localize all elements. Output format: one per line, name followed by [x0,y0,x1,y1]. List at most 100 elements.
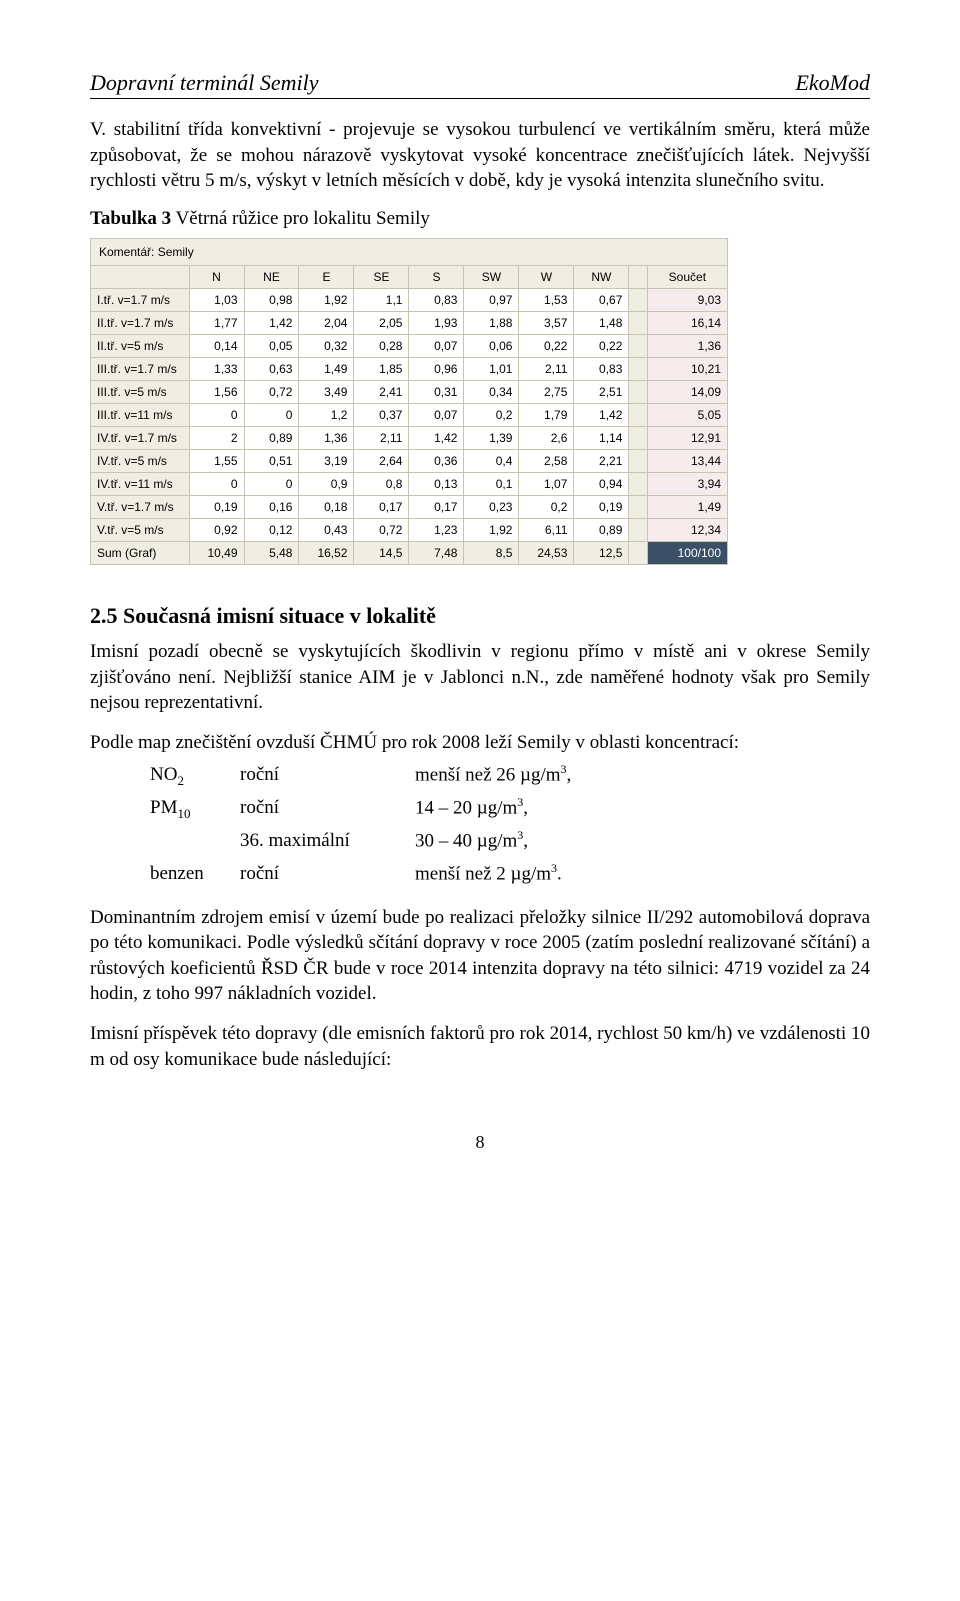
concentration-row: benzenročnímenší než 2 µg/m3. [90,858,870,891]
cell: 2,41 [354,380,409,403]
page-number: 8 [90,1132,870,1153]
comment-label: Komentář: [99,245,154,259]
cell: 0,17 [354,495,409,518]
cell: 2,04 [299,311,354,334]
cell: 0,14 [189,334,244,357]
sum-cell: 5,48 [244,541,299,564]
table-sum-row: Sum (Graf)10,495,4816,5214,57,488,524,53… [91,541,728,564]
cell: 3,57 [519,311,574,334]
cell: 0,72 [244,380,299,403]
cell: 2,21 [574,449,629,472]
row-label: IV.tř. v=1.7 m/s [91,426,190,449]
dir-NW: NW [574,265,629,288]
cell: 0,16 [244,495,299,518]
concentration-row: 36. maximální30 – 40 µg/m3, [90,825,870,858]
cell: 0,19 [189,495,244,518]
table-row: IV.tř. v=11 m/s000,90,80,130,11,070,943,… [91,472,728,495]
cell: 0,51 [244,449,299,472]
cell: 0,96 [409,357,464,380]
grand-total: 100/100 [647,541,727,564]
cell: 0,22 [574,334,629,357]
row-sum: 1,36 [647,334,727,357]
spacer-cell [629,472,647,495]
cell: 1,03 [189,288,244,311]
cell: 1,14 [574,426,629,449]
cell: 6,11 [519,518,574,541]
header-left: Dopravní terminál Semily [90,70,319,96]
cell: 1,33 [189,357,244,380]
row-sum: 13,44 [647,449,727,472]
cell: 0,4 [464,449,519,472]
pollutant [90,825,240,858]
cell: 1,55 [189,449,244,472]
value: 30 – 40 µg/m3, [415,825,870,858]
row-sum: 12,34 [647,518,727,541]
table-row: III.tř. v=11 m/s001,20,370,070,21,791,42… [91,403,728,426]
cell: 0,1 [464,472,519,495]
cell: 0,98 [244,288,299,311]
cell: 0,9 [299,472,354,495]
table-row: III.tř. v=1.7 m/s1,330,631,491,850,961,0… [91,357,728,380]
cell: 1,42 [574,403,629,426]
cell: 2,6 [519,426,574,449]
spacer-cell [629,357,647,380]
header-spacer [629,265,647,288]
period: roční [240,858,415,891]
value: menší než 26 µg/m3, [415,759,870,792]
cell: 0,37 [354,403,409,426]
row-sum: 16,14 [647,311,727,334]
cell: 1,56 [189,380,244,403]
value: menší než 2 µg/m3. [415,858,870,891]
row-label: III.tř. v=11 m/s [91,403,190,426]
cell: 0,31 [409,380,464,403]
table-row: V.tř. v=5 m/s0,920,120,430,721,231,926,1… [91,518,728,541]
cell: 0,07 [409,334,464,357]
cell: 0,8 [354,472,409,495]
cell: 0,17 [409,495,464,518]
cell: 0 [189,403,244,426]
spacer-cell [629,288,647,311]
table-row: I.tř. v=1.7 m/s1,030,981,921,10,830,971,… [91,288,728,311]
cell: 0 [189,472,244,495]
running-header: Dopravní terminál Semily EkoMod [90,70,870,96]
cell: 1,79 [519,403,574,426]
cell: 0,12 [244,518,299,541]
paragraph-4: Dominantním zdrojem emisí v území bude p… [90,905,870,1008]
row-label: III.tř. v=1.7 m/s [91,357,190,380]
cell: 1,53 [519,288,574,311]
cell: 0,2 [464,403,519,426]
cell: 1,39 [464,426,519,449]
cell: 2,64 [354,449,409,472]
spacer-cell [629,334,647,357]
pollutant: benzen [90,858,240,891]
row-label: V.tř. v=5 m/s [91,518,190,541]
pollutant: PM10 [90,792,240,825]
cell: 0,34 [464,380,519,403]
spacer-cell [629,495,647,518]
cell: 0,83 [409,288,464,311]
cell: 1,93 [409,311,464,334]
row-label: IV.tř. v=5 m/s [91,449,190,472]
cell: 1,49 [299,357,354,380]
sum-cell: 24,53 [519,541,574,564]
cell: 3,49 [299,380,354,403]
spacer-cell [629,380,647,403]
dir-NE: NE [244,265,299,288]
cell: 0,94 [574,472,629,495]
page: Dopravní terminál Semily EkoMod V. stabi… [0,0,960,1193]
dir-E: E [299,265,354,288]
period: 36. maximální [240,825,415,858]
concentration-list: NO2ročnímenší než 26 µg/m3,PM10roční14 –… [90,759,870,890]
cell: 2,11 [354,426,409,449]
cell: 0,89 [244,426,299,449]
row-sum: 10,21 [647,357,727,380]
cell: 0,32 [299,334,354,357]
cell: 1,48 [574,311,629,334]
paragraph-2: Imisní pozadí obecně se vyskytujících šk… [90,639,870,716]
cell: 0,89 [574,518,629,541]
cell: 0,18 [299,495,354,518]
row-label: III.tř. v=5 m/s [91,380,190,403]
table-row: III.tř. v=5 m/s1,560,723,492,410,310,342… [91,380,728,403]
dir-N: N [189,265,244,288]
cell: 0,19 [574,495,629,518]
